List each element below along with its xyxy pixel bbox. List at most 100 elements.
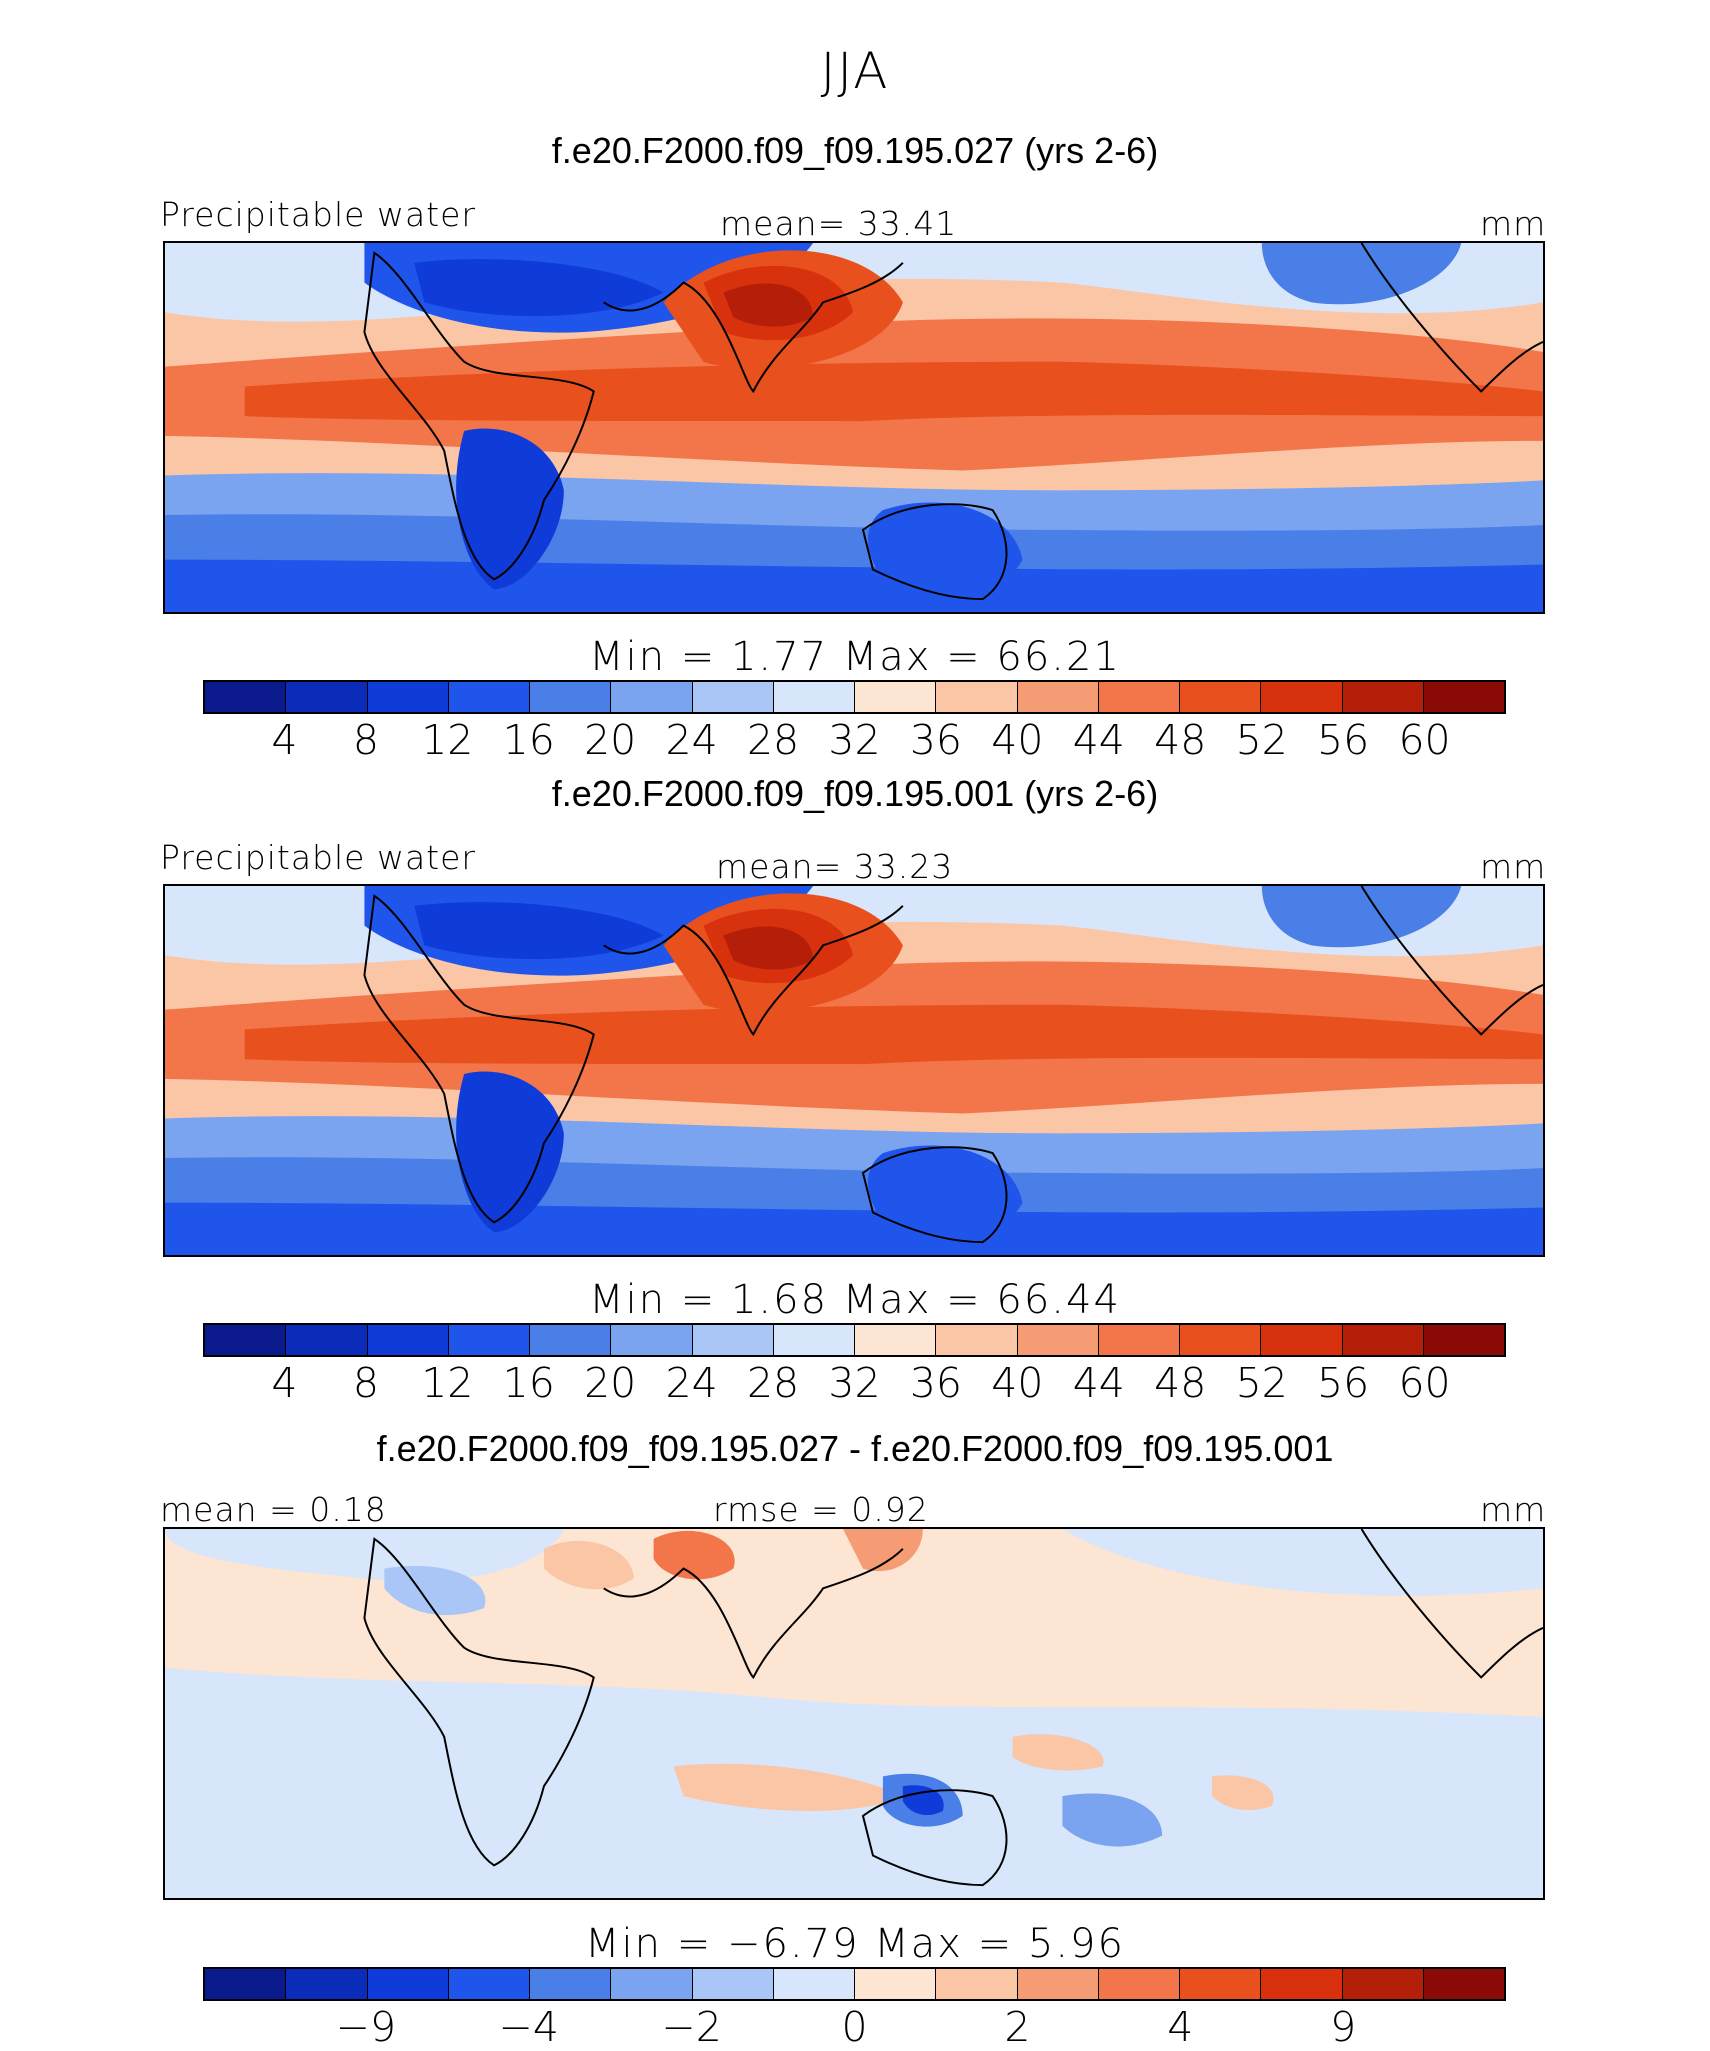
colorbar-tick-label: 0 <box>841 2003 868 2051</box>
panel-2-minmax: Min = 1.68 Max = 66.44 <box>589 1277 1121 1323</box>
colorbar-swatch <box>448 682 530 712</box>
colorbar-swatch <box>1342 682 1424 712</box>
colorbar-swatch <box>205 682 287 712</box>
colorbar-swatch <box>1180 1969 1262 1999</box>
colorbar-swatch <box>1098 682 1180 712</box>
panel-1-units-label: mm <box>1480 204 1547 243</box>
colorbar-swatch <box>1261 682 1343 712</box>
colorbar-tick-label: 40 <box>991 1359 1044 1407</box>
colorbar-tick-label: 36 <box>909 1359 963 1407</box>
colorbar-swatch <box>611 1969 693 1999</box>
colorbar-tick-label: 52 <box>1235 1359 1288 1407</box>
colorbar-swatch <box>1423 1969 1504 1999</box>
colorbar-swatch <box>1017 1325 1099 1355</box>
colorbar-tick-label: 4 <box>271 716 298 764</box>
panel-3-mean-label: mean = 0.18 <box>160 1490 387 1529</box>
colorbar-swatch <box>692 1969 774 1999</box>
colorbar-swatch <box>448 1325 530 1355</box>
panel-1-minmax: Min = 1.77 Max = 66.21 <box>589 634 1121 680</box>
colorbar-tick-label: −9 <box>335 2003 397 2051</box>
panel-3-units-label: mm <box>1480 1490 1547 1529</box>
colorbar-swatch <box>1017 1969 1099 1999</box>
colorbar-swatch <box>936 1325 1018 1355</box>
colorbar-swatch <box>448 1969 530 1999</box>
panel-2-map-svg <box>165 886 1543 1255</box>
colorbar-swatch <box>530 682 612 712</box>
colorbar-tick-label: 56 <box>1317 1359 1370 1407</box>
colorbar-tick-label: 44 <box>1072 716 1125 764</box>
colorbar-swatch <box>692 682 774 712</box>
panel-1-map-svg <box>165 243 1543 612</box>
colorbar-swatch <box>1342 1325 1424 1355</box>
colorbar-tick-label: 44 <box>1072 1359 1125 1407</box>
panel-3-colorbar <box>203 1967 1506 2001</box>
panel-1-mean-label: mean= 33.41 <box>720 204 958 243</box>
colorbar-swatch <box>692 1325 774 1355</box>
colorbar-tick-label: 2 <box>1004 2003 1031 2051</box>
colorbar-tick-label: 28 <box>746 716 800 764</box>
colorbar-swatch <box>855 682 937 712</box>
colorbar-swatch <box>1180 1325 1262 1355</box>
panel-2-variable-label: Precipitable water <box>160 838 476 877</box>
colorbar-swatch <box>286 1969 368 1999</box>
colorbar-tick-label: 4 <box>271 1359 298 1407</box>
panel-3-map-svg <box>165 1529 1543 1898</box>
colorbar-tick-label: 12 <box>421 716 474 764</box>
panel-1-map <box>163 241 1545 614</box>
panel-3-title: f.e20.F2000.f09_f09.195.027 - f.e20.F200… <box>376 1428 1334 1469</box>
panel-1-colorbar <box>203 680 1506 714</box>
colorbar-tick-label: 36 <box>909 716 963 764</box>
colorbar-swatch <box>1098 1969 1180 1999</box>
colorbar-tick-label: 60 <box>1398 716 1451 764</box>
colorbar-tick-label: 48 <box>1154 1359 1207 1407</box>
colorbar-tick-label: 32 <box>828 1359 881 1407</box>
colorbar-swatch <box>286 1325 368 1355</box>
colorbar-swatch <box>936 1969 1018 1999</box>
colorbar-swatch <box>1423 682 1504 712</box>
colorbar-tick-label: 4 <box>1167 2003 1194 2051</box>
colorbar-swatch <box>773 1325 855 1355</box>
panel-3-map <box>163 1527 1545 1900</box>
colorbar-tick-label: 8 <box>352 716 379 764</box>
colorbar-swatch <box>936 682 1018 712</box>
season-title: JJA <box>820 42 890 100</box>
panel-2-colorbar <box>203 1323 1506 1357</box>
colorbar-tick-label: 8 <box>352 1359 379 1407</box>
colorbar-tick-label: −4 <box>498 2003 559 2051</box>
colorbar-swatch <box>773 682 855 712</box>
panel-2-map <box>163 884 1545 1257</box>
colorbar-tick-label: 20 <box>584 716 637 764</box>
panel-3-colorbar-ticks: −9 −4 −2 0 2 4 9 <box>203 2003 1506 2051</box>
panel-2-units-label: mm <box>1480 847 1547 886</box>
panel-2-colorbar-ticks: 4 8 12 16 20 24 28 32 36 40 44 48 52 56 60 <box>203 1359 1506 1407</box>
colorbar-swatch <box>205 1325 287 1355</box>
colorbar-tick-label: 60 <box>1398 1359 1451 1407</box>
colorbar-swatch <box>855 1325 937 1355</box>
panel-3-minmax: Min = −6.79 Max = 5.96 <box>585 1921 1125 1967</box>
panel-1-colorbar-ticks: 4 8 12 16 20 24 28 32 36 40 44 48 52 56 60 <box>203 716 1506 764</box>
colorbar-swatch <box>1342 1969 1424 1999</box>
colorbar-tick-label: −2 <box>661 2003 722 2051</box>
panel-2-title: f.e20.F2000.f09_f09.195.001 (yrs 2-6) <box>551 773 1159 814</box>
panel-2-mean-label: mean= 33.23 <box>716 847 954 886</box>
colorbar-tick-label: 24 <box>665 716 718 764</box>
colorbar-swatch <box>367 682 449 712</box>
colorbar-swatch <box>530 1325 612 1355</box>
colorbar-swatch <box>286 682 368 712</box>
colorbar-swatch <box>205 1969 287 1999</box>
colorbar-tick-label: 16 <box>502 716 555 764</box>
colorbar-tick-label: 40 <box>991 716 1044 764</box>
colorbar-swatch <box>1180 682 1262 712</box>
colorbar-tick-label: 48 <box>1154 716 1207 764</box>
colorbar-swatch <box>1423 1325 1504 1355</box>
colorbar-swatch <box>611 682 693 712</box>
colorbar-swatch <box>530 1969 612 1999</box>
colorbar-tick-label: 16 <box>502 1359 555 1407</box>
colorbar-swatch <box>773 1969 855 1999</box>
colorbar-tick-label: 12 <box>421 1359 474 1407</box>
colorbar-tick-label: 56 <box>1317 716 1370 764</box>
colorbar-tick-label: 28 <box>746 1359 800 1407</box>
colorbar-tick-label: 20 <box>584 1359 637 1407</box>
colorbar-tick-label: 52 <box>1235 716 1288 764</box>
panel-1-variable-label: Precipitable water <box>160 195 476 234</box>
